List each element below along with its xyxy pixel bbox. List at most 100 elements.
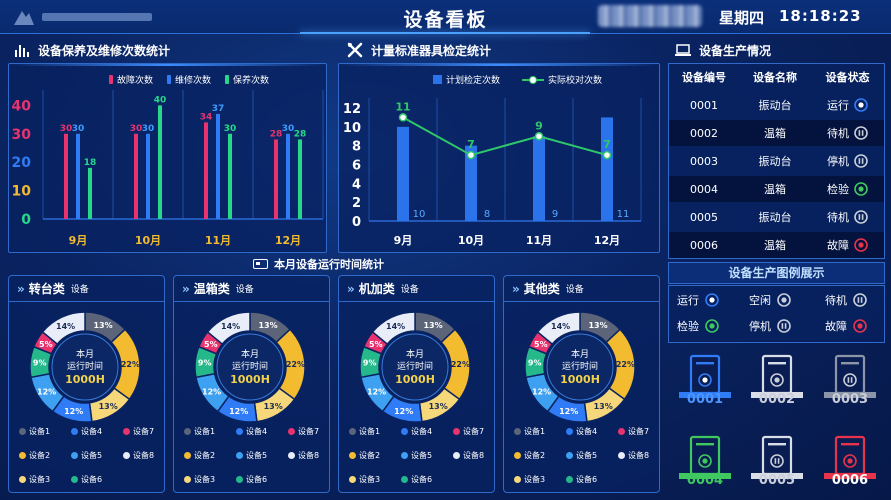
donut-legend-item: 设备8 — [288, 450, 340, 461]
donut-center — [216, 333, 284, 401]
y-tick-label: 6 — [352, 159, 361, 174]
bar-value-label: 40 — [154, 95, 167, 105]
fault-status-icon — [853, 319, 867, 333]
x-tick-label: 12月 — [275, 234, 301, 247]
device-status-label: 停机 — [827, 155, 849, 168]
status-legend-panel: 运行 空闲 待机 检验 停机 故障 — [668, 285, 885, 343]
donut-slice-label: 5% — [534, 340, 548, 349]
bar — [146, 133, 150, 219]
donut-legend-item: 设备4 — [566, 426, 618, 437]
device-id: 0006 — [690, 238, 718, 252]
bar — [134, 133, 138, 219]
device-status: 待机 — [811, 125, 884, 141]
runtime-card-header: » 其他类 设备 — [504, 276, 659, 302]
y-tick-label: 20 — [12, 155, 32, 171]
donut-slice-label: 22% — [451, 360, 470, 369]
donut-legend-item: 设备1 — [19, 426, 71, 437]
donut-slice-label: 13% — [423, 321, 442, 330]
donut-slice-label: 9% — [33, 359, 47, 368]
table-row[interactable]: 0004 温箱 检验 — [669, 176, 884, 202]
x-tick-label: 9月 — [69, 234, 88, 247]
donut-legend-item: 设备4 — [236, 426, 288, 437]
line-point — [466, 150, 476, 160]
donut-slice-label: 12% — [202, 387, 221, 396]
bar — [533, 136, 545, 221]
logo-icon — [14, 11, 34, 25]
machine-icon[interactable] — [677, 428, 733, 488]
runtime-section-header: 本月设备运行时间统计 — [253, 256, 384, 272]
device-status-label: 运行 — [827, 99, 849, 112]
runtime-card-header: » 转台类 设备 — [9, 276, 164, 302]
y-tick-label: 0 — [352, 215, 361, 230]
table-row[interactable]: 0005 振动台 待机 — [669, 204, 884, 230]
donut-slice-label: 9% — [198, 359, 212, 368]
donut-legend: 设备1 设备4 设备7 设备2 设备5 设备8 设备3 设备6 — [514, 426, 659, 485]
donut-slice-label: 14% — [386, 322, 405, 331]
bar — [204, 122, 208, 219]
maintenance-section-title: 设备保养及维修次数统计 — [38, 43, 171, 58]
machine-icon[interactable] — [822, 347, 878, 407]
bar — [88, 167, 92, 219]
idle-status-icon — [770, 373, 784, 387]
machine-icon[interactable] — [749, 347, 805, 407]
monitor-icon — [675, 44, 691, 56]
donut-slice-label: 12% — [394, 407, 413, 416]
chevron-right-icon: » — [182, 281, 190, 296]
y-tick-label: 10 — [12, 184, 32, 200]
y-tick-label: 0 — [21, 212, 31, 228]
logo-wordmark — [42, 13, 152, 21]
device-status-label: 待机 — [827, 127, 849, 140]
status-legend-label: 检验 — [677, 320, 699, 333]
donut-center-line1: 本月 — [571, 348, 589, 360]
inspect-status-icon — [705, 319, 719, 333]
donut-slice-label: 12% — [37, 387, 56, 396]
donut-center-line2: 运行时间 — [67, 360, 103, 372]
donut-legend-item: 设备8 — [453, 450, 505, 461]
bar — [298, 139, 302, 219]
runtime-card-suffix: 设备 — [70, 285, 89, 295]
donut-legend-item: 设备8 — [123, 450, 175, 461]
legend-actual: 实际校对次数 — [522, 73, 602, 86]
top-bar: 设备看板 星期四 18:18:23 — [0, 0, 891, 34]
donut-slice — [536, 311, 581, 346]
donut-slice-label: 13% — [429, 402, 448, 411]
table-row[interactable]: 0006 温箱 故障 — [669, 232, 884, 258]
table-row[interactable]: 0002 温箱 待机 — [669, 120, 884, 146]
machine-icon[interactable] — [749, 428, 805, 488]
bar — [286, 133, 290, 219]
line-value-label: 7 — [603, 138, 611, 151]
bar-value-label: 37 — [212, 104, 225, 114]
machine-label: 0004 — [686, 473, 724, 488]
table-row[interactable]: 0003 振动台 停机 — [669, 148, 884, 174]
status-legend-label: 待机 — [825, 294, 847, 307]
bar-value-label: 30 — [72, 124, 85, 134]
donut-center-line2: 运行时间 — [397, 360, 433, 372]
donut-center-line1: 本月 — [76, 348, 94, 360]
runtime-card: » 转台类 设备 13% 22% 13% 12% 12% 9% 5% 14% 本月 运行时间 1000H 设… — [8, 275, 165, 493]
bar-value-label: 30 — [282, 124, 295, 134]
table-row[interactable]: 0001 振动台 运行 — [669, 92, 884, 118]
series-line — [402, 116, 608, 157]
status-legend-item: 停机 — [749, 318, 791, 334]
machine-icon[interactable] — [677, 347, 733, 407]
bar — [228, 133, 232, 219]
tools-icon — [347, 42, 363, 58]
production-section-title: 设备生产情况 — [699, 43, 772, 58]
donut-slice-label: 12% — [559, 407, 578, 416]
status-legend-item: 故障 — [825, 318, 867, 334]
device-name: 温箱 — [764, 239, 786, 252]
x-tick-label: 10月 — [135, 234, 161, 247]
weekday-label: 星期四 — [719, 9, 765, 27]
calibration-legend: 计划检定次数 实际校对次数 — [433, 73, 602, 86]
donut-slice-label: 22% — [286, 360, 305, 369]
donut-slice-label: 9% — [528, 359, 542, 368]
status-legend-item: 空闲 — [749, 292, 791, 308]
legend-maintain: 保养次数 — [225, 73, 269, 86]
machine-icon[interactable] — [822, 428, 878, 488]
status-legend-label: 停机 — [749, 320, 771, 333]
donut-legend-item: 设备7 — [288, 426, 340, 437]
donut-legend-item: 设备3 — [349, 474, 401, 485]
donut-legend-item: 设备6 — [566, 474, 618, 485]
